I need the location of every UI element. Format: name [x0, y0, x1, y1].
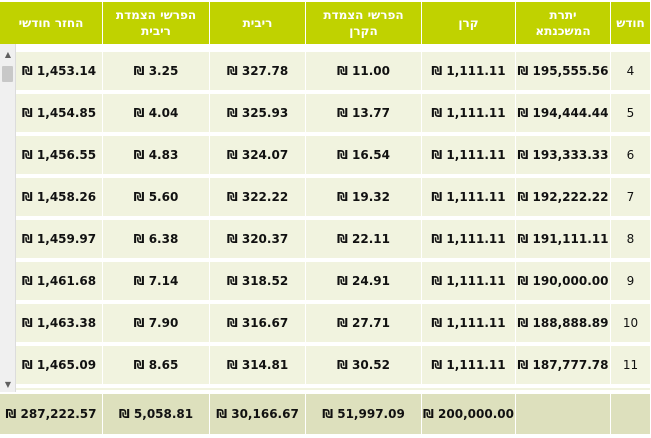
cell-month: 7 [611, 178, 651, 218]
cell-balance: ₪ 190,000.00 [516, 262, 611, 302]
cell-principal: ₪ 1,111.11 [422, 304, 516, 344]
table-row: 4 ₪ 195,555.56 ₪ 1,111.11 ₪ 11.00 ₪ 327.… [16, 52, 651, 92]
cell-balance: ₪ 188,888.89 [516, 304, 611, 344]
cell-month: 9 [611, 262, 651, 302]
cell-interest: ₪ 327.78 [210, 52, 306, 92]
cell-principal-indexation: ₪ 27.71 [306, 304, 422, 344]
header-balance: יתרת המשכנתא [516, 2, 611, 44]
cell-balance: ₪ 191,111.11 [516, 220, 611, 260]
cell-principal: ₪ 1,111.11 [422, 262, 516, 302]
total-principal-indexation: ₪ 51,997.09 [306, 394, 422, 434]
cell-balance: ₪ 187,777.78 [516, 346, 611, 386]
scroll-up-arrow-icon[interactable]: ▲ [4, 49, 12, 59]
cell-principal: ₪ 1,111.11 [422, 94, 516, 134]
cell-balance: ₪ 193,333.33 [516, 136, 611, 176]
scroll-down-arrow-icon[interactable]: ▼ [4, 379, 12, 389]
cell-interest: ₪ 324.07 [210, 136, 306, 176]
scrollbar-thumb[interactable] [2, 66, 13, 82]
cell-principal-indexation: ₪ 19.32 [306, 178, 422, 218]
cell-interest: ₪ 322.22 [210, 178, 306, 218]
cell-interest: ₪ 316.67 [210, 304, 306, 344]
cell-interest-indexation: ₪ 6.38 [103, 220, 210, 260]
cell-balance: ₪ 192,222.22 [516, 178, 611, 218]
total-principal: ₪ 200,000.00 [422, 394, 516, 434]
cell-principal-indexation: ₪ 13.77 [306, 94, 422, 134]
table-row: 9 ₪ 190,000.00 ₪ 1,111.11 ₪ 24.91 ₪ 318.… [16, 262, 651, 302]
cell-monthly-payment: ₪ 1,465.09 [16, 346, 103, 386]
table-row: 11 ₪ 187,777.78 ₪ 1,111.11 ₪ 30.52 ₪ 314… [16, 346, 651, 386]
cell-principal-indexation: ₪ 11.00 [306, 52, 422, 92]
cell-interest-indexation: ₪ 4.04 [103, 94, 210, 134]
cell-interest-indexation: ₪ 7.90 [103, 304, 210, 344]
header-principal-indexation: הפרשי הצמדת הקרן [306, 2, 422, 44]
header-month: חודש [611, 2, 651, 44]
cell-month: 10 [611, 304, 651, 344]
total-month [611, 394, 651, 434]
header-interest: ריבית [210, 2, 306, 44]
cell-interest: ₪ 318.52 [210, 262, 306, 302]
cell-balance: ₪ 195,555.56 [516, 52, 611, 92]
cell-interest: ₪ 314.81 [210, 346, 306, 386]
cell-interest-indexation: ₪ 7.14 [103, 262, 210, 302]
header-monthly-payment: החזר חודשי [0, 2, 103, 44]
cell-partial [16, 388, 651, 392]
cell-principal: ₪ 1,111.11 [422, 136, 516, 176]
table-row: 5 ₪ 194,444.44 ₪ 1,111.11 ₪ 13.77 ₪ 325.… [16, 94, 651, 134]
header-principal: קרן [422, 2, 516, 44]
table-row-partial [16, 388, 651, 392]
cell-month: 6 [611, 136, 651, 176]
cell-monthly-payment: ₪ 1,458.26 [16, 178, 103, 218]
cell-balance: ₪ 194,444.44 [516, 94, 611, 134]
cell-principal-indexation: ₪ 30.52 [306, 346, 422, 386]
cell-interest-indexation: ₪ 4.83 [103, 136, 210, 176]
cell-monthly-payment: ₪ 1,454.85 [16, 94, 103, 134]
table-header: חודש יתרת המשכנתא קרן הפרשי הצמדת הקרן ר… [0, 2, 651, 44]
cell-principal-indexation: ₪ 16.54 [306, 136, 422, 176]
table-body: 4 ₪ 195,555.56 ₪ 1,111.11 ₪ 11.00 ₪ 327.… [16, 44, 651, 392]
header-interest-indexation: הפרשי הצמדת ריבית [103, 2, 210, 44]
cell-monthly-payment: ₪ 1,461.68 [16, 262, 103, 302]
total-interest: ₪ 30,166.67 [210, 394, 306, 434]
cell-principal: ₪ 1,111.11 [422, 220, 516, 260]
vertical-scrollbar[interactable]: ▲ ▼ [0, 44, 16, 392]
cell-monthly-payment: ₪ 1,459.97 [16, 220, 103, 260]
cell-principal-indexation: ₪ 22.11 [306, 220, 422, 260]
total-monthly-payment: ₪ 287,222.57 [0, 394, 103, 434]
cell-month: 4 [611, 52, 651, 92]
cell-monthly-payment: ₪ 1,456.55 [16, 136, 103, 176]
cell-interest: ₪ 325.93 [210, 94, 306, 134]
cell-principal: ₪ 1,111.11 [422, 178, 516, 218]
cell-interest-indexation: ₪ 5.60 [103, 178, 210, 218]
cell-interest: ₪ 320.37 [210, 220, 306, 260]
table-row: 6 ₪ 193,333.33 ₪ 1,111.11 ₪ 16.54 ₪ 324.… [16, 136, 651, 176]
cell-principal: ₪ 1,111.11 [422, 52, 516, 92]
cell-interest-indexation: ₪ 3.25 [103, 52, 210, 92]
cell-month: 8 [611, 220, 651, 260]
table-row: 8 ₪ 191,111.11 ₪ 1,111.11 ₪ 22.11 ₪ 320.… [16, 220, 651, 260]
cell-month: 11 [611, 346, 651, 386]
cell-monthly-payment: ₪ 1,453.14 [16, 52, 103, 92]
cell-month: 5 [611, 94, 651, 134]
table-row: 10 ₪ 188,888.89 ₪ 1,111.11 ₪ 27.71 ₪ 316… [16, 304, 651, 344]
cell-interest-indexation: ₪ 8.65 [103, 346, 210, 386]
cell-principal: ₪ 1,111.11 [422, 346, 516, 386]
total-balance [516, 394, 611, 434]
cell-monthly-payment: ₪ 1,463.38 [16, 304, 103, 344]
cell-principal-indexation: ₪ 24.91 [306, 262, 422, 302]
total-interest-indexation: ₪ 5,058.81 [103, 394, 210, 434]
table-row: 7 ₪ 192,222.22 ₪ 1,111.11 ₪ 19.32 ₪ 322.… [16, 178, 651, 218]
totals-row: ₪ 200,000.00 ₪ 51,997.09 ₪ 30,166.67 ₪ 5… [0, 394, 651, 438]
